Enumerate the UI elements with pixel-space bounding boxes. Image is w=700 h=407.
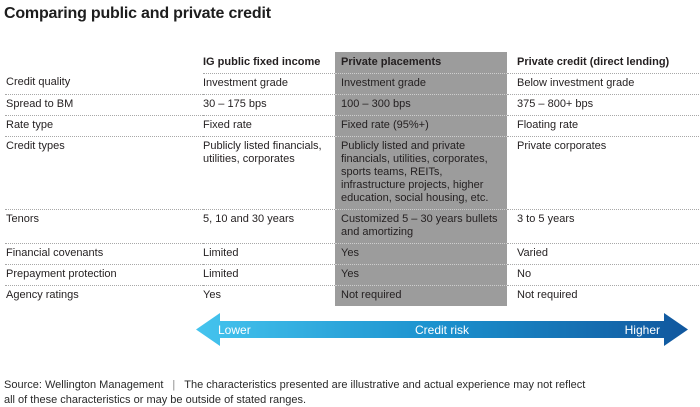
row-label-tenors: Tenors — [5, 209, 203, 243]
column-header-private-placements: Private placements — [335, 52, 507, 73]
row-label-agency-ratings: Agency ratings — [5, 285, 203, 306]
table-cell: Floating rate — [507, 115, 699, 136]
table-cell: 3 to 5 years — [507, 209, 699, 243]
table-cell: Investment grade — [335, 73, 507, 94]
column-header-ig-public-fixed-income: IG public fixed income — [203, 56, 321, 68]
row-label-credit-types: Credit types — [5, 136, 203, 209]
table-cell: Limited — [203, 243, 335, 264]
column-header-private-credit: Private credit (direct lending) — [517, 56, 670, 68]
table-cell: Not required — [507, 285, 699, 306]
credit-risk-scale: Lower Credit risk Higher — [196, 312, 688, 347]
comparison-table: IG public fixed income Private placement… — [5, 52, 699, 306]
table-cell: Yes — [203, 285, 335, 306]
table-cell: Fixed rate — [203, 115, 335, 136]
row-label-prepayment-protection: Prepayment protection — [5, 264, 203, 285]
disclaimer-line-1: The characteristics presented are illust… — [184, 379, 586, 391]
arrow-label-higher: Higher — [624, 322, 660, 337]
row-label-financial-covenants: Financial covenants — [5, 243, 203, 264]
table-cell: Yes — [335, 264, 507, 285]
exhibit-title: Comparing public and private credit — [4, 5, 271, 22]
table-cell: Limited — [203, 264, 335, 285]
table-cell: Yes — [335, 243, 507, 264]
table-cell: Fixed rate (95%+) — [335, 115, 507, 136]
arrow-label-lower: Lower — [218, 322, 251, 337]
double-arrow-graphic — [196, 313, 688, 346]
source-note: Source: Wellington Management | The charac… — [4, 378, 696, 407]
row-label-rate-type: Rate type — [5, 115, 203, 136]
table-cell: Investment grade — [203, 73, 335, 94]
footer-separator: | — [172, 379, 176, 391]
table-cell: 375 – 800+ bps — [507, 94, 699, 115]
table-cell: Private corporates — [507, 136, 699, 209]
row-label-spread-to-bm: Spread to BM — [5, 94, 203, 115]
table-cell: No — [507, 264, 699, 285]
table-cell: Varied — [507, 243, 699, 264]
arrow-label-credit-risk: Credit risk — [414, 322, 470, 337]
table-cell: Customized 5 – 30 years bullets and amor… — [335, 209, 507, 243]
table-cell: 30 – 175 bps — [203, 94, 335, 115]
column-header-blank — [5, 52, 203, 73]
table-cell: 100 – 300 bps — [335, 94, 507, 115]
row-label-credit-quality: Credit quality — [6, 76, 71, 88]
source-text: Source: Wellington Management — [4, 379, 164, 391]
table-cell: Publicly listed financials, utilities, c… — [203, 136, 335, 209]
disclaimer-line-2: all of these characteristics or may be o… — [4, 394, 307, 406]
table-cell: Below investment grade — [507, 73, 699, 94]
table-cell: Publicly listed and private financials, … — [335, 136, 507, 209]
table-cell: Not required — [335, 285, 507, 306]
table-cell: 5, 10 and 30 years — [203, 209, 335, 243]
